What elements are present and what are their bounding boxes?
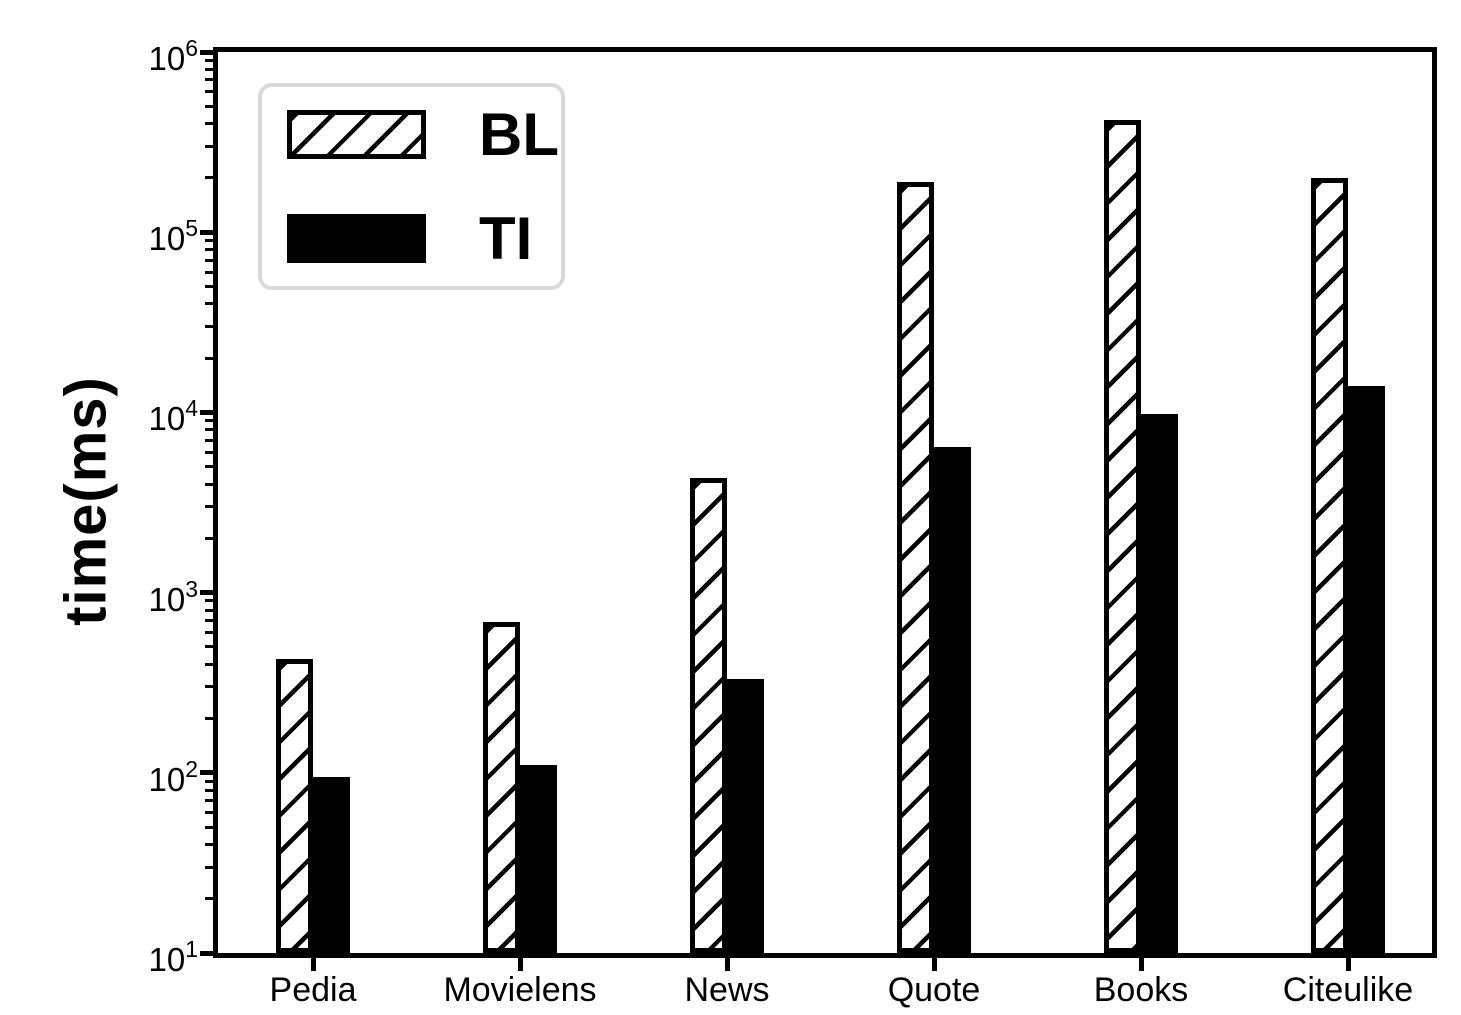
bar-bl-quote xyxy=(897,182,934,953)
bar-ti-citeulike xyxy=(1348,386,1385,953)
x-tick-label-citeulike: Citeulike xyxy=(1282,971,1414,1009)
y-minor-tick xyxy=(205,465,213,469)
x-major-tick xyxy=(310,958,316,971)
x-tick-label-news: News xyxy=(684,971,770,1009)
x-major-tick xyxy=(931,958,937,971)
legend-label-ti: TI xyxy=(479,204,533,272)
y-minor-tick xyxy=(205,536,213,540)
y-minor-tick xyxy=(205,685,213,689)
y-minor-tick xyxy=(205,428,213,432)
x-major-tick xyxy=(1138,958,1144,971)
legend-label-bl: BL xyxy=(479,100,559,168)
y-minor-tick xyxy=(205,482,213,486)
x-major-tick xyxy=(724,958,730,971)
y-minor-tick xyxy=(205,799,213,803)
y-minor-tick xyxy=(205,505,213,509)
legend-entry-bl: BL xyxy=(287,100,561,168)
legend: BL TI xyxy=(258,83,565,290)
y-tick-label: 106 xyxy=(148,35,198,77)
y-minor-tick xyxy=(205,78,213,82)
bar-ti-books xyxy=(1141,414,1178,953)
y-minor-tick xyxy=(205,825,213,829)
y-tick-label: 103 xyxy=(148,575,198,618)
y-tick-label: 102 xyxy=(148,755,198,798)
bar-ti-news xyxy=(727,679,764,953)
y-tick-label: 105 xyxy=(148,215,198,258)
y-minor-tick xyxy=(205,450,213,454)
bar-bl-citeulike xyxy=(1311,178,1348,953)
x-tick-label-books: Books xyxy=(1093,971,1189,1009)
y-minor-tick xyxy=(205,104,213,108)
legend-swatch-solid xyxy=(287,214,426,263)
legend-entry-ti: TI xyxy=(287,204,561,272)
y-minor-tick xyxy=(205,662,213,666)
y-minor-tick xyxy=(205,324,213,328)
y-minor-tick xyxy=(205,284,213,288)
plot-area xyxy=(218,52,1432,953)
y-minor-tick xyxy=(205,599,213,603)
y-minor-tick xyxy=(205,865,213,869)
x-major-tick xyxy=(517,958,523,971)
y-minor-tick xyxy=(205,717,213,721)
y-minor-tick xyxy=(205,302,213,306)
y-minor-tick xyxy=(205,419,213,423)
y-minor-tick xyxy=(205,238,213,242)
bar-ti-quote xyxy=(934,447,971,953)
y-tick-label: 104 xyxy=(148,395,198,438)
bar-ti-movielens xyxy=(520,765,557,953)
y-major-tick xyxy=(200,770,213,776)
bar-ti-pedia xyxy=(313,777,350,953)
y-minor-tick xyxy=(205,631,213,635)
y-major-tick xyxy=(200,409,213,415)
y-minor-tick xyxy=(205,897,213,901)
y-major-tick xyxy=(200,590,213,596)
y-minor-tick xyxy=(205,176,213,180)
y-major-tick xyxy=(200,49,213,55)
y-major-tick xyxy=(200,229,213,235)
y-minor-tick xyxy=(205,356,213,360)
legend-swatch-hatched xyxy=(287,110,426,159)
bar-bl-pedia xyxy=(276,659,313,953)
x-tick-label-movielens: Movielens xyxy=(443,971,597,1009)
y-minor-tick xyxy=(205,270,213,274)
y-minor-tick xyxy=(205,122,213,126)
y-minor-tick xyxy=(205,788,213,792)
y-tick-label: 101 xyxy=(148,936,198,978)
x-major-tick xyxy=(1345,958,1351,971)
y-minor-tick xyxy=(205,438,213,442)
x-tick-label-quote: Quote xyxy=(887,971,981,1009)
y-minor-tick xyxy=(205,645,213,649)
y-minor-tick xyxy=(205,619,213,622)
y-minor-tick xyxy=(205,258,213,262)
y-minor-tick xyxy=(205,779,213,783)
y-minor-tick xyxy=(205,58,213,62)
y-minor-tick xyxy=(205,608,213,612)
y-minor-tick xyxy=(205,67,213,71)
bar-bl-news xyxy=(690,478,727,953)
bar-bl-movielens xyxy=(483,622,520,953)
bar-bl-books xyxy=(1104,120,1141,953)
y-minor-tick xyxy=(205,90,213,94)
y-major-tick xyxy=(200,950,213,956)
y-minor-tick xyxy=(205,144,213,148)
y-minor-tick xyxy=(205,248,213,252)
y-minor-tick xyxy=(205,811,213,815)
x-tick-label-pedia: Pedia xyxy=(269,971,357,1009)
y-minor-tick xyxy=(205,843,213,846)
